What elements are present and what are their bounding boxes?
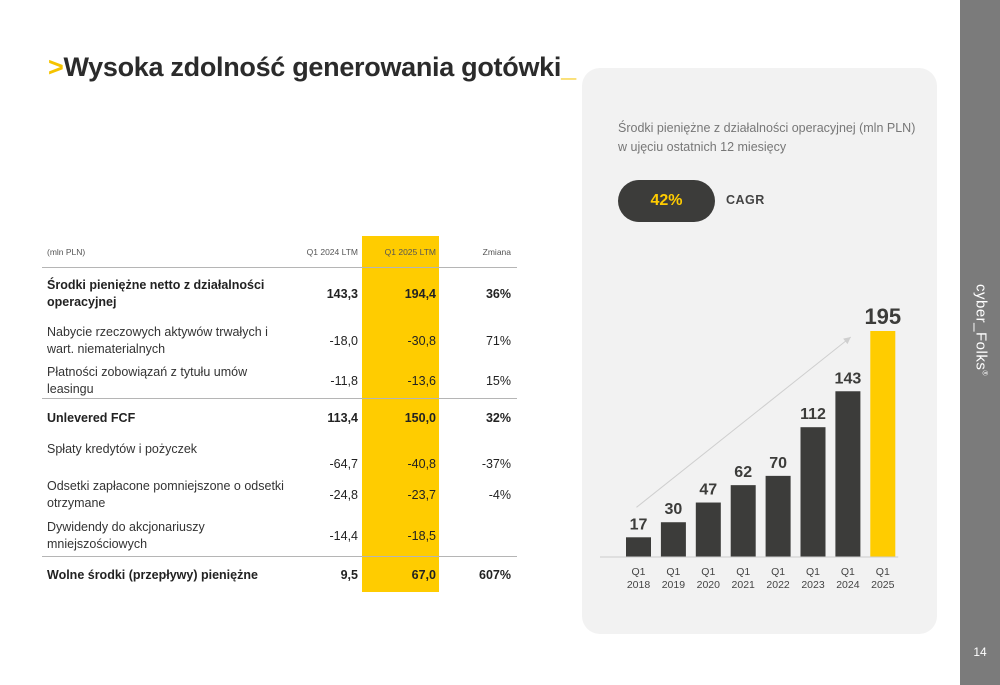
bar-Q1-2021 [730, 485, 756, 557]
row-change: -37% [481, 457, 511, 471]
row-change [442, 517, 511, 555]
trend-arrow-head [843, 337, 851, 345]
table-row: Dywidendy do akcjonariuszy mniejszościow… [42, 517, 517, 555]
row-q1-2024: 113,4 [327, 411, 358, 425]
data-label: 70 [769, 455, 787, 472]
row-change: 71% [485, 334, 511, 348]
bar-Q1-2019 [660, 522, 686, 557]
x-tick-label: 2020 [697, 579, 721, 591]
table-row: Nabycie rzeczowych aktywów trwałych i wa… [42, 322, 517, 360]
row-q1-2024: -64,7 [329, 457, 359, 471]
header-change: Zmiana [482, 247, 511, 257]
data-label: 30 [665, 501, 683, 518]
cagr-badge: 42% [618, 180, 715, 222]
data-label: 47 [699, 482, 717, 499]
row-q1-2025: 150,0 [404, 411, 436, 425]
table-row: Środki pieniężne netto z działalności op… [42, 274, 517, 314]
row-q1-2025: -13,6 [407, 374, 437, 388]
data-label: 112 [800, 406, 826, 423]
x-tick-label: Q1 [876, 566, 890, 578]
x-tick-label: 2019 [662, 579, 686, 591]
cagr-label: CAGR [726, 193, 765, 207]
page-title: >Wysoka zdolność generowania gotówki_ [48, 52, 576, 83]
x-tick-label: Q1 [736, 566, 750, 578]
data-label: 143 [835, 370, 862, 387]
subtotal-divider [42, 398, 517, 399]
brand-logo: cyber_Folks® [973, 284, 990, 376]
row-label: Wolne środki (przepływy) pieniężne [47, 567, 258, 582]
row-q1-2025: 194,4 [404, 287, 436, 301]
chart-subtitle: Środki pieniężne z działalności operacyj… [618, 119, 918, 157]
row-change: 607% [479, 568, 511, 582]
x-tick-label: 2025 [871, 579, 895, 591]
sidebar [960, 0, 1000, 685]
table-row: Odsetki zapłacone pomniejszone o odsetki… [42, 476, 517, 514]
row-label: Spłaty kredytów i pożyczek [47, 442, 198, 456]
title-arrow: > [48, 52, 64, 82]
x-tick-label: 2021 [732, 579, 756, 591]
bar-Q1-2025 [870, 331, 896, 557]
x-tick-label: Q1 [771, 566, 785, 578]
bar-Q1-2020 [695, 502, 721, 557]
data-label: 17 [630, 516, 648, 533]
bar-Q1-2022 [765, 475, 791, 557]
chart-subtitle-line-1: Środki pieniężne z działalności operacyj… [618, 121, 916, 135]
row-q1-2025: -18,5 [407, 529, 437, 543]
table-header: (mln PLN) Q1 2024 LTM Q1 2025 LTM Zmiana [42, 236, 517, 268]
bar-Q1-2023 [800, 427, 826, 557]
title-cursor: _ [561, 52, 576, 82]
x-tick-label: Q1 [806, 566, 820, 578]
data-label: 62 [734, 464, 752, 481]
brand-text: cyber_Folks [972, 283, 990, 371]
row-q1-2025: -23,7 [407, 488, 437, 502]
row-q1-2025: -40,8 [407, 457, 437, 471]
page-number: 14 [973, 645, 987, 659]
table-row: Płatności zobowiązań z tytułu umów leasi… [42, 365, 517, 396]
row-change: -4% [488, 488, 511, 502]
highlight-column [362, 236, 439, 592]
table-row: Spłaty kredytów i pożyczek -64,7 -40,8 -… [42, 441, 517, 471]
row-q1-2024: 9,5 [340, 568, 358, 582]
row-label: Płatności zobowiązań z tytułu umów leasi… [47, 365, 248, 396]
row-label: Odsetki zapłacone pomniejszone o odsetki… [47, 479, 284, 510]
header-q1-2024: Q1 2024 LTM [306, 247, 358, 257]
chart-subtitle-line-2: w ujęciu ostatnich 12 miesięcy [618, 140, 787, 154]
x-tick-label: Q1 [841, 566, 855, 578]
brand-mark: ® [980, 370, 988, 377]
bar-Q1-2024 [835, 391, 861, 557]
row-q1-2024: -18,0 [329, 334, 359, 348]
trend-arrow-line [636, 336, 852, 508]
row-q1-2025: 67,0 [411, 568, 436, 582]
row-q1-2024: -11,8 [330, 374, 358, 388]
row-label: Dywidendy do akcjonariuszy mniejszościow… [47, 520, 205, 551]
row-q1-2024: -14,4 [329, 529, 359, 543]
row-change: 32% [485, 411, 511, 425]
title-text: Wysoka zdolność generowania gotówki [63, 52, 562, 82]
x-tick-label: 2024 [836, 579, 860, 591]
x-tick-label: Q1 [631, 566, 645, 578]
header-unit: (mln PLN) [47, 246, 86, 257]
row-change: 15% [485, 374, 511, 388]
x-tick-label: Q1 [701, 566, 715, 578]
row-q1-2024: -24,8 [329, 488, 359, 502]
bar-Q1-2018 [626, 537, 651, 557]
cash-flow-bar-chart: 17Q1201830Q1201947Q1202062Q1202170Q12022… [600, 304, 901, 591]
header-q1-2025: Q1 2025 LTM [384, 247, 436, 257]
row-change: 36% [485, 287, 511, 301]
row-label: Nabycie rzeczowych aktywów trwałych i wa… [47, 325, 268, 356]
x-tick-label: 2018 [627, 579, 651, 591]
data-label: 195 [864, 304, 901, 329]
header-divider [42, 267, 517, 268]
total-divider [42, 556, 517, 557]
table-row: Wolne środki (przepływy) pieniężne 9,5 6… [42, 563, 517, 587]
row-q1-2024: 143,3 [326, 287, 358, 301]
row-label: Unlevered FCF [47, 410, 136, 425]
x-tick-label: 2022 [766, 579, 790, 591]
x-tick-label: Q1 [666, 566, 680, 578]
x-tick-label: 2023 [801, 579, 825, 591]
row-q1-2025: -30,8 [407, 334, 437, 348]
table-row: Unlevered FCF 113,4 150,0 32% [42, 406, 517, 430]
row-label: Środki pieniężne netto z działalności op… [47, 278, 265, 309]
